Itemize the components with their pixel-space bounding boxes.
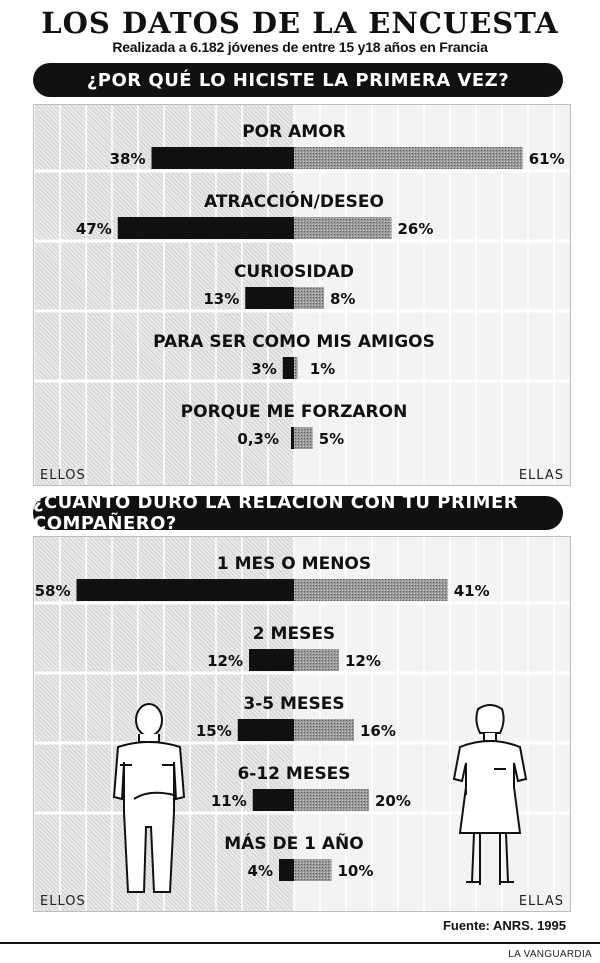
value-label-ellos: 11% (211, 792, 247, 810)
bar-ellos (291, 427, 294, 449)
value-label-ellas: 5% (319, 430, 344, 448)
value-label-ellos: 47% (76, 220, 112, 238)
side-label-ellas: ELLAS (519, 894, 564, 909)
chart1-svg: POR AMOR 38% 61% ATRACCIÓN/DESEO 47% 26% CURIO… (33, 105, 570, 485)
side-label-ellas: ELLAS (519, 468, 564, 483)
category-label: ATRACCIÓN/DESEO (204, 190, 384, 212)
value-label-ellos: 15% (196, 722, 232, 740)
chart2-svg: 1 MES O MENOS 58% 41% 2 MESES 12% 12% 3-5 MESE… (33, 537, 570, 911)
category-label: POR AMOR (242, 122, 346, 142)
source-note: Fuente: ANRS. 1995 (442, 918, 566, 933)
bottom-rule (0, 942, 600, 944)
category-label: PORQUE ME FORZARON (181, 402, 408, 422)
bar-ellos (117, 217, 294, 239)
value-label-ellas: 16% (360, 722, 396, 740)
bar-ellas (294, 147, 523, 169)
male-figure-icon (112, 703, 186, 893)
bar-ellas (294, 789, 369, 811)
bar-ellas (294, 217, 392, 239)
category-label: 6-12 MESES (237, 764, 350, 784)
bar-ellos (249, 649, 294, 671)
side-label-ellos: ELLOS (40, 468, 86, 483)
category-label: 3-5 MESES (243, 694, 344, 714)
bar-ellos (282, 357, 294, 379)
value-label-ellos: 58% (35, 582, 71, 600)
bar-ellos (245, 287, 294, 309)
value-label-ellas: 10% (338, 862, 374, 880)
page-title: LOS DATOS DE LA ENCUESTA (41, 6, 559, 40)
bar-ellos (151, 147, 294, 169)
bar-ellos (237, 719, 294, 741)
value-label-ellas: 61% (529, 150, 565, 168)
chart2-panel: 1 MES O MENOS 58% 41% 2 MESES 12% 12% 3-5 MESE… (33, 536, 571, 912)
chart2-title: ¿CUÁNTO DURÓ LA RELACIÓN CON TU PRIMER C… (33, 492, 563, 534)
bar-ellas (294, 719, 354, 741)
value-label-ellas: 12% (345, 652, 381, 670)
category-label: PARA SER COMO MIS AMIGOS (153, 332, 435, 352)
brand-credit: LA VANGUARDIA (508, 949, 592, 960)
bar-ellas (294, 649, 339, 671)
chart1-panel: POR AMOR 38% 61% ATRACCIÓN/DESEO 47% 26% CURIO… (33, 104, 571, 486)
bar-ellas (294, 357, 298, 379)
value-label-ellas: 41% (454, 582, 490, 600)
bar-ellas (294, 859, 332, 881)
value-label-ellos: 13% (203, 290, 239, 308)
value-label-ellas: 20% (375, 792, 411, 810)
bar-ellos (76, 579, 294, 601)
bar-ellos (279, 859, 294, 881)
value-label-ellas: 1% (310, 360, 335, 378)
value-label-ellos: 3% (251, 360, 276, 378)
side-label-ellos: ELLOS (40, 894, 86, 909)
value-label-ellos: 38% (110, 150, 146, 168)
bar-ellas (294, 579, 448, 601)
value-label-ellos: 12% (207, 652, 243, 670)
value-label-ellas: 8% (330, 290, 355, 308)
female-figure-icon (452, 704, 528, 885)
bar-ellos (252, 789, 294, 811)
bar-ellas (294, 287, 324, 309)
category-label: 1 MES O MENOS (217, 554, 371, 574)
category-label: MÁS DE 1 AÑO (224, 831, 363, 854)
bar-ellas (294, 427, 313, 449)
value-label-ellos: 4% (248, 862, 273, 880)
value-label-ellas: 26% (398, 220, 434, 238)
value-label-ellos: 0,3% (237, 430, 279, 448)
page-subtitle: Realizada a 6.182 jóvenes de entre 15 y1… (112, 39, 488, 55)
category-label: CURIOSIDAD (234, 262, 354, 282)
category-label: 2 MESES (253, 624, 335, 644)
chart1-title: ¿POR QUÉ LO HICISTE LA PRIMERA VEZ? (33, 63, 563, 97)
